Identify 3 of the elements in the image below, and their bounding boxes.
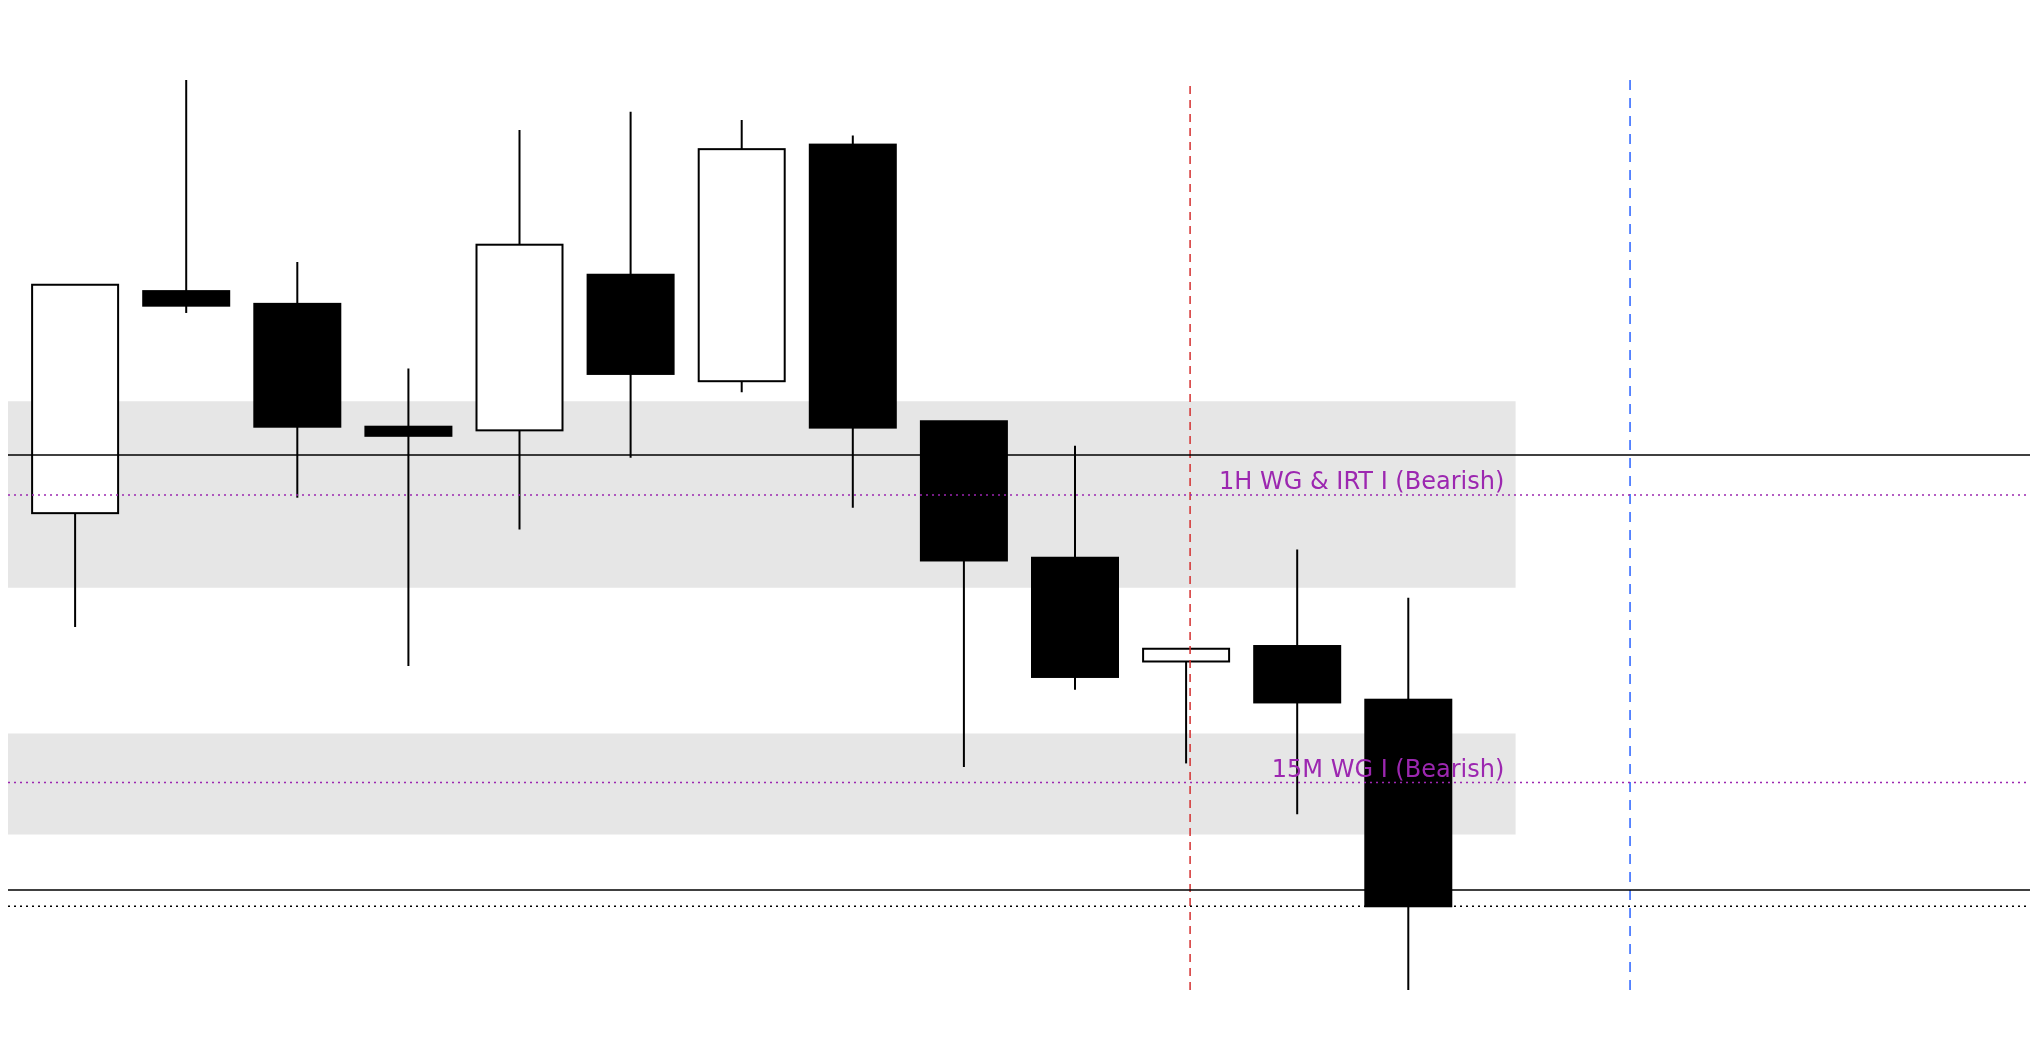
candlestick bbox=[142, 80, 231, 314]
candlestick bbox=[1142, 647, 1231, 765]
ref-line-label: 1H WG & IRT I (Bearish) bbox=[1219, 466, 1505, 495]
